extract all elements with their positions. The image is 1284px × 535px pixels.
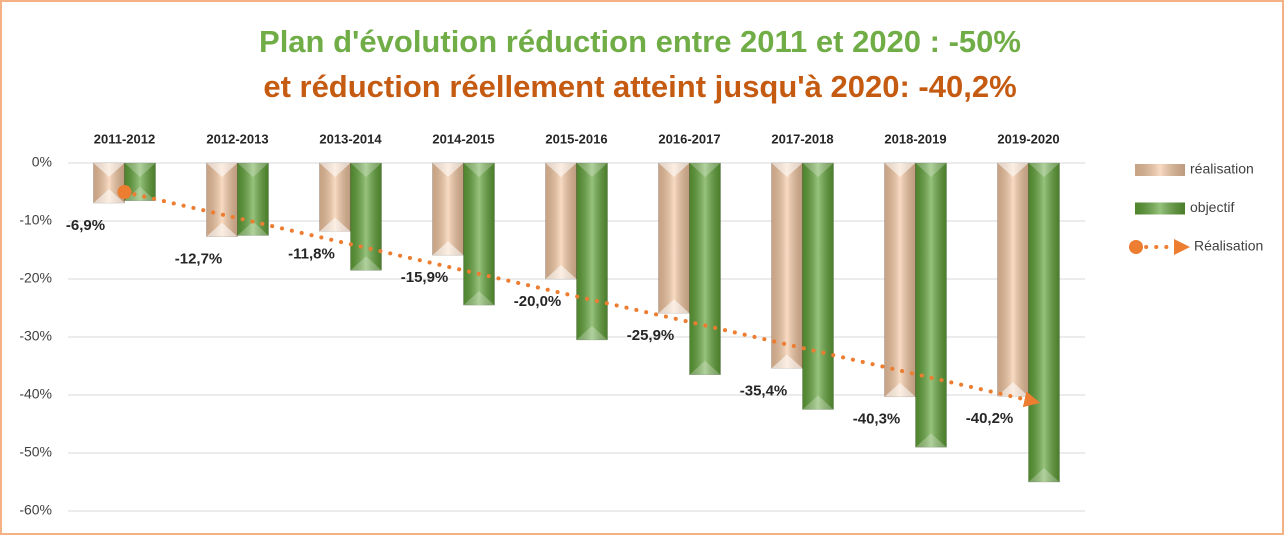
data-label: -11,8% <box>288 245 335 262</box>
y-tick-label: -20% <box>19 270 52 286</box>
bar-shade <box>771 163 803 369</box>
data-label: -15,9% <box>401 269 449 286</box>
x-tick-label: 2017-2018 <box>771 131 833 146</box>
legend-label: objectif <box>1190 199 1234 215</box>
chart-title: Plan d'évolution réduction entre 2011 et… <box>259 24 1021 59</box>
x-tick-label: 2012-2013 <box>206 131 268 146</box>
data-label: -12,7% <box>175 251 223 268</box>
x-tick-label: 2014-2015 <box>432 131 494 146</box>
bar-shade <box>350 163 382 271</box>
data-label: -25,9% <box>627 327 675 344</box>
bar-shade <box>802 163 834 410</box>
x-tick-label: 2016-2017 <box>658 131 720 146</box>
data-label: -20,0% <box>514 293 562 310</box>
y-tick-label: -30% <box>19 328 52 344</box>
x-tick-label: 2019-2020 <box>997 131 1059 146</box>
bar-shade <box>689 163 721 375</box>
bar-shade <box>658 163 690 314</box>
legend-label: Réalisation <box>1194 238 1263 254</box>
bar-shade <box>576 163 608 340</box>
data-label: -35,4% <box>740 382 788 399</box>
bar-shade <box>545 163 577 279</box>
bar-shade <box>915 163 947 448</box>
bar-shade <box>884 163 916 397</box>
data-label: -40,2% <box>966 410 1014 427</box>
trend-line <box>117 185 1041 408</box>
data-label: -6,9% <box>66 217 105 234</box>
x-tick-label: 2011-2012 <box>94 131 155 146</box>
legend-swatch-shade <box>1135 202 1185 215</box>
x-tick-label: 2015-2016 <box>545 131 607 146</box>
x-tick-label: 2018-2019 <box>884 131 946 146</box>
x-tick-label: 2013-2014 <box>319 131 382 146</box>
bar-shade <box>463 163 495 306</box>
bar-shade <box>997 163 1029 397</box>
y-tick-label: -60% <box>19 502 52 518</box>
y-tick-label: 0% <box>32 154 52 170</box>
chart-subtitle: et réduction réellement atteint jusqu'à … <box>263 69 1016 104</box>
data-label: -40,3% <box>853 411 901 428</box>
legend-label: réalisation <box>1190 161 1254 177</box>
y-tick-label: -40% <box>19 386 52 402</box>
bar-shade <box>1028 163 1060 482</box>
y-tick-label: -50% <box>19 444 52 460</box>
y-tick-label: -10% <box>19 212 52 228</box>
bar-bevel <box>93 163 125 204</box>
legend-swatch-shade <box>1135 164 1185 176</box>
